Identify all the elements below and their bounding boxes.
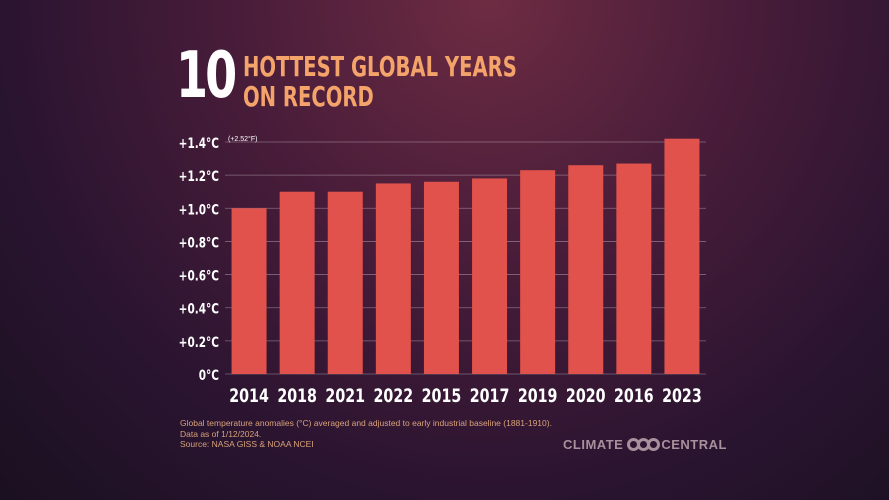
x-tick-label: 2023	[662, 384, 702, 407]
y-tick-label: +0.8°C	[179, 235, 219, 251]
logo-rings-icon	[627, 438, 661, 451]
bar-2022	[375, 183, 411, 374]
bar-2018	[279, 191, 315, 374]
y-tick-label: +1.4°C	[179, 136, 219, 152]
bar-2023	[664, 138, 700, 374]
x-tick-label: 2018	[277, 384, 317, 407]
y-tick-label: +0.6°C	[179, 268, 219, 284]
bar-2019	[520, 170, 556, 374]
climate-central-logo: CLIMATE CENTRAL	[563, 437, 727, 452]
x-tick-label: 2017	[470, 384, 510, 407]
y-tick-label: +1.0°C	[179, 202, 219, 218]
y-tick-label: +0.2°C	[179, 334, 219, 350]
title-line-2: ON RECORD	[243, 80, 374, 113]
x-tick-label: 2014	[229, 384, 269, 407]
x-tick-label: 2015	[422, 384, 462, 407]
bar-2021	[327, 191, 363, 374]
x-tick-label: 2020	[566, 384, 606, 407]
fahrenheit-annotation: (+2.52°F)	[228, 135, 257, 143]
title-number: 10	[176, 39, 237, 113]
title-line-1: HOTTEST GLOBAL YEARS	[243, 50, 517, 83]
footer-notes: Global temperature anomalies (°C) averag…	[180, 418, 552, 450]
footer-source: Source: NASA GISS & NOAA NCEI	[180, 439, 314, 449]
x-tick-label: 2021	[325, 384, 365, 407]
bar-2015	[423, 181, 459, 374]
chart-title: HOTTEST GLOBAL YEARS ON RECORD	[243, 52, 517, 112]
bar-2017	[472, 178, 508, 374]
x-tick-label: 2022	[374, 384, 414, 407]
footer-note: Global temperature anomalies (°C) averag…	[180, 418, 552, 428]
logo-text-right: CENTRAL	[661, 437, 727, 452]
x-tick-label: 2016	[614, 384, 654, 407]
y-tick-label: +1.2°C	[179, 169, 219, 185]
bar-2020	[568, 165, 604, 374]
footer-date: Data as of 1/12/2024.	[180, 428, 262, 439]
y-tick-label: 0°C	[199, 368, 219, 384]
bar-2014	[231, 208, 267, 374]
x-tick-label: 2019	[518, 384, 558, 407]
bar-2016	[616, 163, 652, 374]
y-tick-label: +0.4°C	[179, 301, 219, 317]
logo-text-left: CLIMATE	[563, 437, 624, 452]
